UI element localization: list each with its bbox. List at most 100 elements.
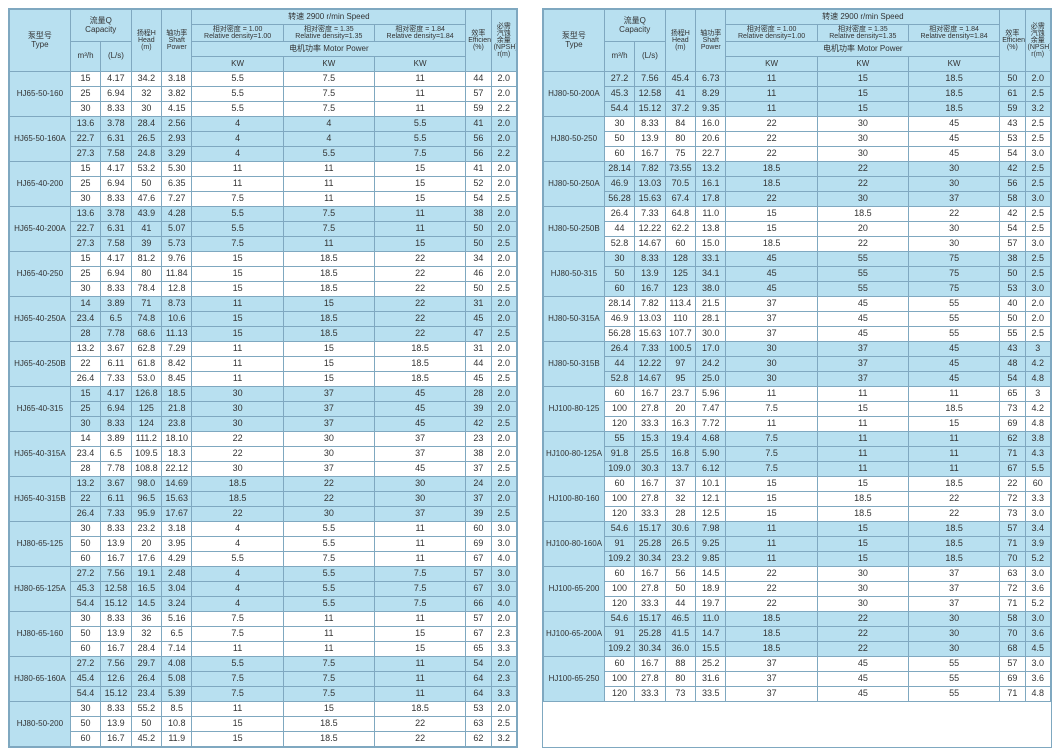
data-cell: 3.4 [1025,522,1050,537]
data-cell: 11 [283,177,374,192]
type-cell: HJ100-80-160A [544,522,605,567]
data-cell: 39 [466,507,491,522]
data-cell: 3.3 [1025,492,1050,507]
data-cell: 7.5 [283,672,374,687]
type-cell: HJ80-50-200 [10,702,71,747]
col-motor: 电机功率 Motor Power [726,42,1000,57]
data-cell: 9.85 [696,552,726,567]
data-cell: 5.30 [162,162,192,177]
data-cell: 45 [466,312,491,327]
data-cell: 126.8 [131,387,161,402]
data-cell: 7.5 [374,597,465,612]
col-capacity: 流量QCapacity [604,10,665,42]
data-cell: 45 [726,282,817,297]
data-cell: 19.1 [131,567,161,582]
data-cell: 45 [374,402,465,417]
type-cell: HJ100-65-250 [544,657,605,702]
data-cell: 41 [466,117,491,132]
data-cell: 2.5 [491,372,516,387]
data-cell: 5.2 [1025,597,1050,612]
data-cell: 120 [604,597,634,612]
data-cell: 18.5 [726,627,817,642]
data-cell: 74.8 [131,312,161,327]
data-cell: 16.3 [665,417,695,432]
data-cell: 18.5 [283,312,374,327]
data-cell: 37 [908,192,999,207]
data-cell: 62.8 [131,342,161,357]
data-cell: 19.7 [696,597,726,612]
type-cell: HJ100-65-200 [544,567,605,612]
data-cell: 11 [283,237,374,252]
data-cell: 33.3 [635,507,665,522]
data-cell: 5.96 [696,387,726,402]
data-cell: 6.12 [696,462,726,477]
data-cell: 4 [192,117,283,132]
data-cell: 28.4 [131,117,161,132]
data-cell: 54 [1000,222,1025,237]
data-cell: 27.8 [635,492,665,507]
data-cell: 107.7 [665,327,695,342]
data-cell: 7.5 [283,552,374,567]
data-cell: 2.0 [491,207,516,222]
data-cell: 5.90 [696,447,726,462]
data-cell: 6.94 [101,87,131,102]
data-cell: 7.5 [283,207,374,222]
data-cell: 67 [1000,462,1025,477]
data-cell: 60 [604,567,634,582]
type-cell: HJ65-40-315B [10,477,71,522]
data-cell: 15 [283,342,374,357]
table-row: 5013.95010.81518.522632.5 [10,717,517,732]
data-cell: 123 [665,282,695,297]
data-cell: 2.0 [491,447,516,462]
data-cell: 18.5 [726,237,817,252]
data-cell: 30 [817,147,908,162]
data-cell: 24 [466,477,491,492]
col-type: 泵型号Type [10,10,71,72]
table-row: 10027.83212.11518.522723.3 [544,492,1051,507]
table-row: HJ80-50-200A27.27.5645.46.73111518.5502.… [544,72,1051,87]
data-cell: 37 [908,582,999,597]
data-cell: 16.0 [696,117,726,132]
data-cell: 70.5 [665,177,695,192]
data-cell: 53 [1000,132,1025,147]
data-cell: 111.2 [131,432,161,447]
data-cell: 44 [665,597,695,612]
data-cell: 30.0 [696,327,726,342]
data-cell: 3.0 [1025,147,1050,162]
data-cell: 2.5 [491,462,516,477]
data-cell: 55.2 [131,702,161,717]
data-cell: 100 [604,402,634,417]
data-cell: 68 [1000,642,1025,657]
data-cell: 73 [665,687,695,702]
data-cell: 125 [131,402,161,417]
data-cell: 37 [283,387,374,402]
data-cell: 11 [283,192,374,207]
data-cell: 31 [466,342,491,357]
data-cell: 30.3 [635,462,665,477]
data-cell: 12.22 [635,357,665,372]
data-cell: 37 [726,657,817,672]
data-cell: 60 [1025,477,1050,492]
data-cell: 2.5 [491,327,516,342]
data-cell: 34.2 [131,72,161,87]
data-cell: 22.7 [70,222,100,237]
data-cell: 13.9 [635,267,665,282]
data-cell: 15 [374,177,465,192]
data-cell: 7.5 [726,447,817,462]
data-cell: 62 [466,732,491,747]
col-rd184: 相对密度 = 1.84Relative density=1.84 [374,25,465,42]
data-cell: 23.2 [131,522,161,537]
data-cell: 88 [665,657,695,672]
data-cell: 2.0 [491,267,516,282]
data-cell: 37 [283,402,374,417]
data-cell: 25.0 [696,372,726,387]
data-cell: 2.5 [491,237,516,252]
data-cell: 27.3 [70,147,100,162]
table-header: 泵型号Type 流量QCapacity 扬程HHead(m) 轴功率ShaftP… [544,10,1051,72]
data-cell: 16.8 [665,447,695,462]
data-cell: 60 [466,522,491,537]
data-cell: 30 [908,627,999,642]
data-cell: 22 [374,732,465,747]
data-cell: 6.73 [696,72,726,87]
data-cell: 60 [665,237,695,252]
